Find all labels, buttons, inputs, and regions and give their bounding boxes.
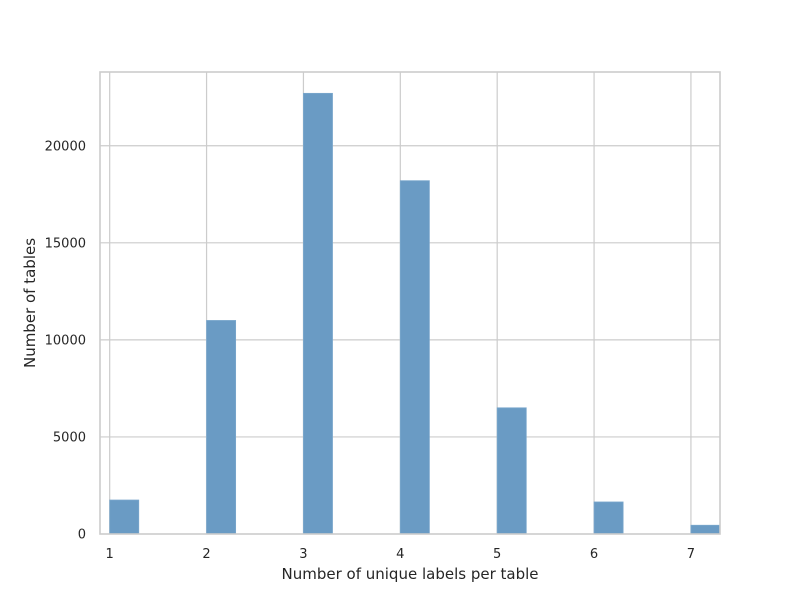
bars bbox=[109, 92, 721, 535]
x-tick-label: 1 bbox=[106, 547, 114, 562]
plot-area-frame bbox=[99, 71, 721, 535]
x-tick-label: 3 bbox=[299, 547, 307, 562]
bar bbox=[593, 501, 624, 535]
y-tick-label: 20000 bbox=[45, 139, 86, 154]
x-axis-title: Number of unique labels per table bbox=[282, 565, 539, 583]
x-tick-label: 2 bbox=[202, 547, 210, 562]
bar bbox=[496, 407, 527, 535]
bar bbox=[303, 92, 333, 535]
y-axis-title: Number of tables bbox=[21, 238, 39, 368]
x-tick-label: 4 bbox=[396, 547, 404, 562]
x-axis-ticks: 1 2 3 4 5 6 7 bbox=[106, 547, 696, 562]
y-tick-label: 0 bbox=[78, 528, 86, 543]
x-tick-label: 6 bbox=[590, 547, 598, 562]
y-axis-ticks: 0 5000 10000 15000 20000 bbox=[45, 139, 86, 542]
y-tick-label: 10000 bbox=[45, 333, 86, 348]
bar bbox=[399, 180, 430, 535]
y-tick-label: 5000 bbox=[53, 430, 86, 445]
grid-lines bbox=[100, 72, 720, 534]
y-tick-label: 15000 bbox=[45, 236, 86, 251]
bar bbox=[206, 320, 237, 535]
bar bbox=[109, 499, 140, 535]
bar bbox=[690, 524, 721, 535]
x-tick-label: 5 bbox=[493, 547, 501, 562]
x-tick-label: 7 bbox=[687, 547, 695, 562]
